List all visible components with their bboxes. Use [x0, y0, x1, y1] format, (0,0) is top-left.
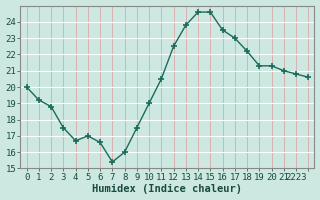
X-axis label: Humidex (Indice chaleur): Humidex (Indice chaleur): [92, 184, 243, 194]
